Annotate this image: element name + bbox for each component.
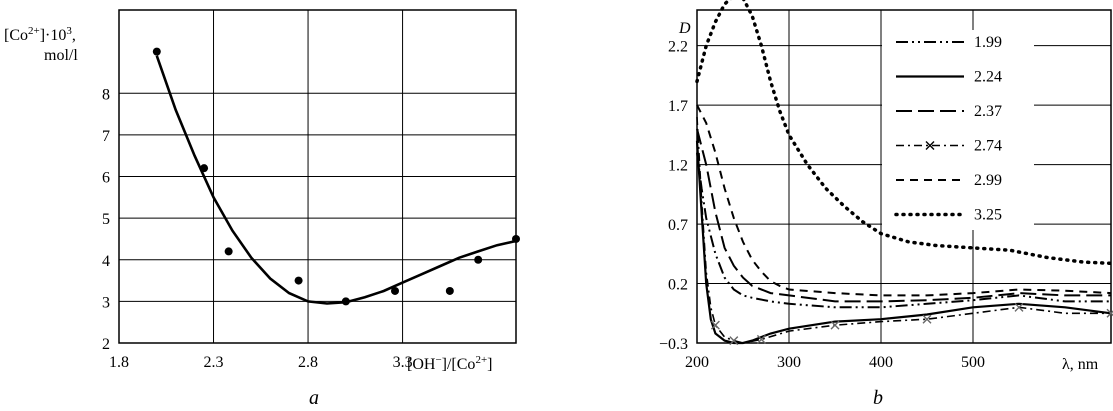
chart-a-data-point <box>295 277 303 285</box>
chart-b-legend: 1.99 2.24 2.37 2.74 2.99 3.25 <box>882 30 1034 230</box>
chart-a-xlabel: [OH−]/[Co2+] <box>407 354 492 373</box>
chart-b-legend-label: 2.37 <box>974 103 1002 120</box>
chart-a-y-tick: 8 <box>102 86 110 103</box>
chart-b-legend-label: 2.74 <box>974 138 1002 155</box>
chart-a-x-tick: 2.8 <box>298 354 318 371</box>
chart-b-xlabel: λ, nm <box>1062 356 1099 373</box>
chart-a-y-tick: 6 <box>102 170 110 187</box>
chart-a-caption: a <box>309 387 319 409</box>
chart-a-ylabel-line1: [Co2+]·103, <box>4 25 76 44</box>
chart-a-data-point <box>200 164 208 172</box>
chart-a-data-point <box>474 256 482 264</box>
chart-b-y-tick: 0.7 <box>668 217 688 234</box>
chart-b-legend-bg <box>882 30 1034 230</box>
chart-b-caption: b <box>873 387 883 409</box>
chart-b: 200 300 400 500 −0.3 0.2 0.7 1.2 1.7 2.2 1.99 2.24… <box>659 0 1113 409</box>
chart-a-y-tick: 7 <box>102 128 110 145</box>
chart-b-legend-label: 1.99 <box>974 34 1002 51</box>
chart-b-y-tick: 0.2 <box>668 277 688 294</box>
chart-b-legend-label: 2.99 <box>974 172 1002 189</box>
chart-b-x-tick: 500 <box>961 354 985 371</box>
chart-a-y-tick: 3 <box>102 294 110 311</box>
chart-a-y-tick: 4 <box>102 253 110 270</box>
chart-a-y-tick: 2 <box>102 336 110 353</box>
chart-b-x-tick: 400 <box>869 354 893 371</box>
chart-a-data-point <box>446 287 454 295</box>
chart-a-data-point <box>153 48 161 56</box>
chart-a-data-point <box>342 297 350 305</box>
chart-b-y-tick: 2.2 <box>668 39 688 56</box>
chart-b-y-tick: −0.3 <box>659 336 688 353</box>
chart-a-ylabel-line2: mol/l <box>44 47 78 64</box>
chart-a-y-tick: 5 <box>102 211 110 228</box>
chart-b-x-tick: 200 <box>685 354 709 371</box>
chart-a-data-point <box>225 247 233 255</box>
chart-b-ylabel: D <box>678 20 691 37</box>
chart-b-legend-label: 2.24 <box>974 69 1002 86</box>
chart-b-x-tick: 300 <box>777 354 801 371</box>
chart-a-x-tick: 2.3 <box>204 354 224 371</box>
chart-a-data-point <box>391 287 399 295</box>
chart-a-x-tick: 1.8 <box>109 354 129 371</box>
chart-a-grid <box>119 10 516 343</box>
chart-b-legend-label: 3.25 <box>974 207 1002 224</box>
chart-b-y-tick: 1.7 <box>668 98 688 115</box>
chart-b-y-tick: 1.2 <box>668 158 688 175</box>
chart-a-data-point <box>512 235 520 243</box>
